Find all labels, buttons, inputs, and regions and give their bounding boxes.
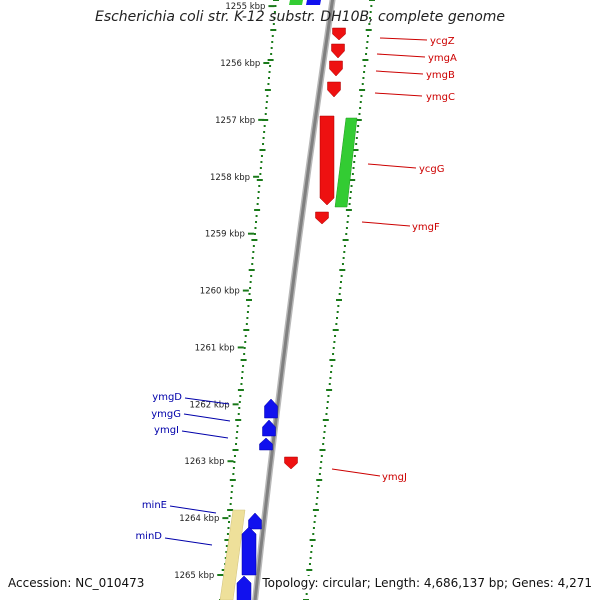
gene-arrow-ymgB [329,60,343,77]
gene-label-ymgJ: ymgJ [382,472,407,483]
gene-arrow-ymgA [331,43,345,59]
gene-arrow-ycgZ [332,27,346,41]
scale-label-1258: 1258 kbp [210,173,250,183]
gene-leader-ymgF [361,221,411,227]
gene-arrow-partial-bottom [236,575,252,600]
green-feature-bar [334,117,358,208]
backbone-line [253,0,335,600]
gene-arrow-ymgD [264,398,278,419]
gene-leader-minE [169,505,217,514]
gene-label-minD: minD [135,531,162,542]
gene-arrow-ycgG [319,115,335,206]
gene-leader-ycgZ [379,37,428,41]
gene-arrow-ymgI [259,437,273,451]
gene-leader-ymgB [375,70,424,75]
gene-leader-ycgG [367,163,417,169]
gene-label-ymgF: ymgF [412,222,440,233]
gene-arrow-minD [241,526,257,576]
gene-leader-ymgI [181,430,229,439]
gene-arrow-partial-top [306,0,321,5]
gene-leader-ymgC [374,92,423,97]
scale-label-1265: 1265 kbp [174,571,214,581]
left-tick-track [219,0,279,600]
map-title: Escherichia coli str. K-12 substr. DH10B… [94,9,506,25]
gene-arrow-ymgG [262,419,276,437]
gene-leader-ymgJ [331,468,381,477]
gene-label-ymgG: ymgG [151,409,181,420]
gene-leader-ymgD [184,397,230,405]
gene-leader-minD [164,537,213,546]
scale-label-1262: 1262 kbp [190,400,230,410]
gene-label-minE: minE [142,500,167,511]
gene-arrow-ymgF [315,211,329,225]
scale-label-1260: 1260 kbp [200,287,240,297]
green-feature-top [289,0,303,5]
gene-label-ymgD: ymgD [152,392,182,403]
scale-label-1256: 1256 kbp [220,59,260,69]
gene-label-ymgA: ymgA [428,53,457,64]
gene-leader-ymgA [376,53,426,58]
scale-label-1255: 1255 kbp [225,2,265,12]
gene-label-ymgC: ymgC [426,92,455,103]
scale-label-1263: 1263 kbp [184,457,224,467]
gene-arrow-minE [248,512,262,530]
gene-label-ycgZ: ycgZ [430,36,455,47]
scale-label-1261: 1261 kbp [195,343,235,353]
topology-label: Topology: circular; Length: 4,686,137 bp… [262,576,592,590]
yellow-feature-bar [219,509,246,600]
gene-label-ymgI: ymgI [154,425,179,436]
gene-label-ycgG: ycgG [419,164,445,175]
scale-label-1257: 1257 kbp [215,116,255,126]
gene-arrow-ymgC [327,81,341,98]
gene-arrow-ymgJ [284,456,298,470]
scale-label-1264: 1264 kbp [179,514,219,524]
scale-label-1259: 1259 kbp [205,230,245,240]
accession-label: Accession: NC_010473 [8,576,145,590]
gene-label-ymgB: ymgB [426,70,455,81]
gene-leader-ymgG [183,413,231,422]
